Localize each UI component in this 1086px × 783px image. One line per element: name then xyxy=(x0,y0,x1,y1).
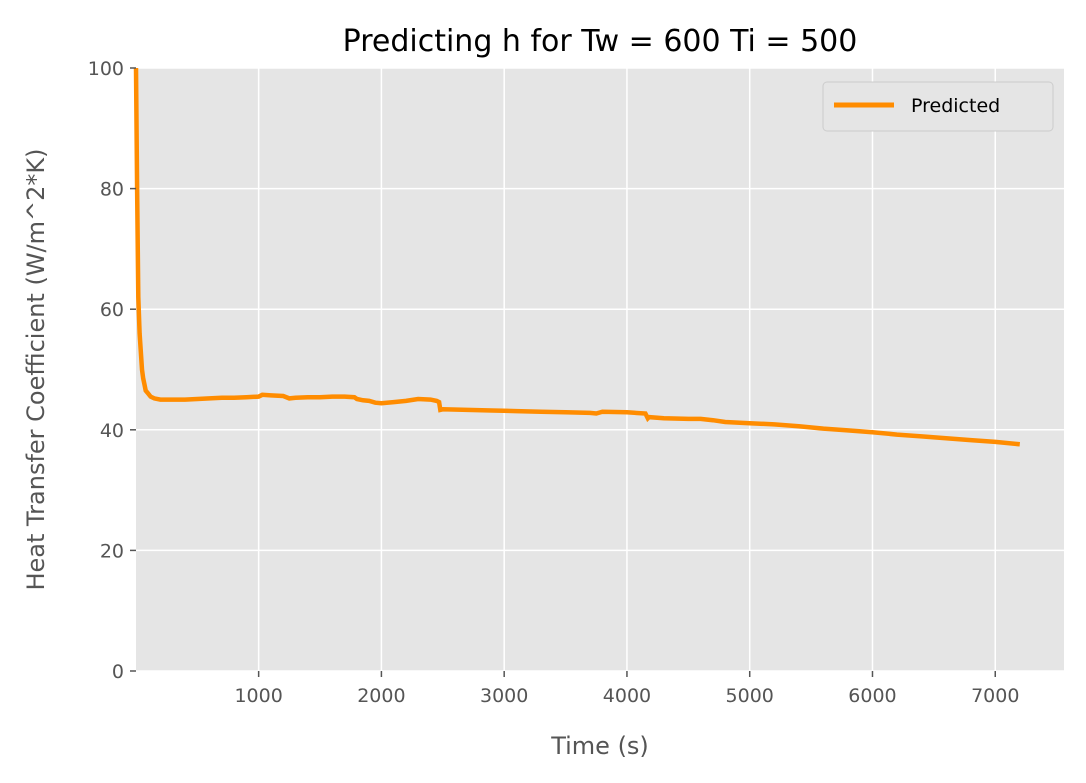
chart-title: Predicting h for Tw = 600 Ti = 500 xyxy=(343,24,858,59)
x-tick-label: 1000 xyxy=(234,685,282,707)
x-axis-label: Time (s) xyxy=(550,732,649,760)
y-tick-label: 20 xyxy=(100,540,124,562)
x-tick-label: 6000 xyxy=(848,685,896,707)
series-layer xyxy=(133,67,1021,447)
x-tick-label: 4000 xyxy=(603,685,651,707)
x-tick-label: 3000 xyxy=(480,685,528,707)
legend: Predicted xyxy=(822,81,1054,132)
y-tick-label: 100 xyxy=(88,58,124,80)
y-tick-label: 0 xyxy=(112,661,124,683)
y-axis-label: Heat Transfer Coefficient (W/m^2*K) xyxy=(22,148,50,590)
legend-label-predicted: Predicted xyxy=(911,95,1000,117)
plot-background xyxy=(136,68,1064,671)
x-tick-label: 5000 xyxy=(726,685,774,707)
tick-labels: 1000 2000 3000 4000 5000 6000 7000 0 20 40 60 80 100 xyxy=(88,58,1020,707)
y-tick-label: 60 xyxy=(100,299,124,321)
x-tick-label: 7000 xyxy=(971,685,1019,707)
series-line-predicted xyxy=(133,67,1021,447)
x-tick-label: 2000 xyxy=(357,685,405,707)
y-tick-label: 40 xyxy=(100,420,124,442)
grid-lines xyxy=(136,67,1064,672)
legend-box xyxy=(822,81,1054,132)
y-tick-label: 80 xyxy=(100,179,124,201)
